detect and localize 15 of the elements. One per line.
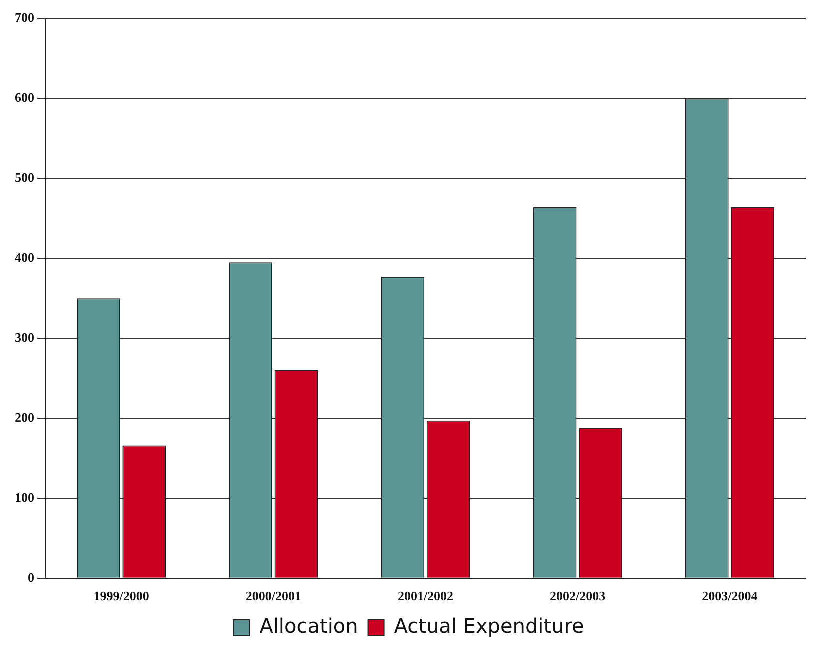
x-tick-label: 1999/2000 <box>94 588 150 604</box>
y-tick-label: 300 <box>15 330 34 345</box>
x-tick-label: 2000/2001 <box>246 588 302 604</box>
x-tick-label: 2001/2002 <box>398 588 454 604</box>
y-tick-label: 600 <box>15 90 34 106</box>
y-tick-label: 200 <box>15 410 34 425</box>
legend-label: Allocation <box>260 614 358 638</box>
y-tick-label: 500 <box>15 170 34 186</box>
x-tick-label: 2003/2004 <box>702 588 758 604</box>
x-tick-label: 2002/2003 <box>550 588 606 604</box>
y-tick-label: 700 <box>15 10 34 26</box>
legend-label: Actual Expenditure <box>394 614 584 638</box>
y-tick-label: 100 <box>15 490 34 505</box>
y-tick-label: 0 <box>28 570 34 585</box>
y-tick-label: 400 <box>15 250 34 265</box>
